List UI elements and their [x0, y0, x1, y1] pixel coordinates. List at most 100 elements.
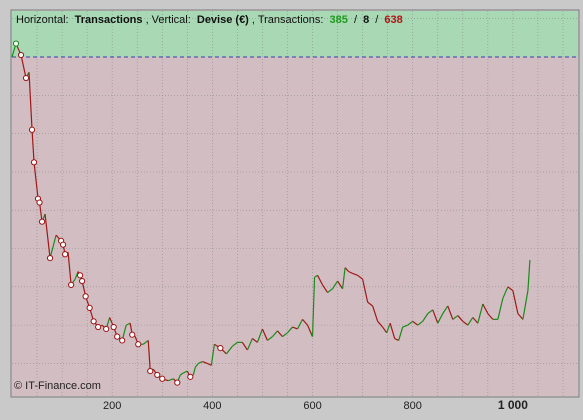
series-segment	[447, 305, 454, 320]
series-segment	[49, 234, 57, 259]
loss-trade-marker	[147, 367, 154, 375]
loss-trade-marker	[46, 254, 54, 262]
x-tick-label: 1 000	[498, 398, 528, 412]
series-segment	[232, 341, 238, 347]
series-segment	[317, 275, 324, 286]
count-loss: 638	[384, 14, 402, 26]
series-segment	[287, 326, 293, 334]
series-segment	[292, 326, 298, 330]
series-segment	[477, 303, 484, 324]
series-segment	[517, 313, 524, 320]
series-segment	[246, 338, 253, 351]
horizontal-value: Transactions	[75, 14, 143, 26]
series-segment	[241, 342, 248, 351]
loss-trade-marker	[17, 51, 25, 59]
series-segment	[362, 279, 369, 303]
series-segment	[427, 309, 434, 315]
series-segment	[522, 290, 529, 320]
series-segment	[389, 323, 396, 339]
count-sep-2: /	[375, 14, 379, 26]
loss-trade-marker	[79, 277, 86, 285]
series-segment	[322, 284, 329, 293]
series-segment	[267, 336, 273, 341]
series-segment	[311, 277, 316, 337]
x-axis-ticks: 200 400 600 800 1 000	[103, 398, 528, 412]
series-segment	[282, 332, 288, 338]
x-tick-label: 800	[404, 400, 422, 412]
series-segment	[125, 322, 131, 326]
series-segment	[147, 340, 151, 372]
loss-trade-marker	[28, 126, 36, 133]
series-segment	[407, 320, 414, 326]
series-segment	[432, 309, 439, 324]
series-segment	[261, 328, 269, 341]
series-segment	[412, 320, 419, 326]
series-segment	[472, 317, 479, 324]
loss-trade-marker	[119, 337, 126, 344]
series-segment	[398, 326, 404, 341]
win-trade-marker	[12, 40, 20, 47]
loss-trade-marker	[82, 293, 89, 300]
series-segment	[367, 301, 374, 307]
series-segment	[306, 324, 314, 337]
copyright: © IT-Finance.com	[14, 380, 101, 392]
series-segment	[67, 252, 72, 285]
loss-zone	[12, 56, 578, 396]
grid-lines	[12, 11, 578, 396]
x-tick-label: 400	[203, 400, 221, 412]
series-segment	[31, 129, 35, 163]
loss-trade-marker	[38, 218, 46, 225]
series-segment	[497, 298, 504, 320]
series-segment	[168, 378, 174, 382]
series-segment	[20, 54, 27, 79]
series-segment	[44, 213, 51, 259]
plot-frame	[10, 9, 580, 398]
series-segment	[344, 267, 350, 272]
series-segment	[33, 162, 39, 199]
series-segment	[452, 315, 459, 320]
series-segment	[256, 328, 264, 343]
series-segment	[462, 320, 469, 326]
loss-trade-marker	[135, 341, 142, 348]
series-segment	[482, 303, 489, 314]
series-segment	[28, 72, 33, 130]
series-segment	[296, 319, 304, 330]
loss-trade-marker	[217, 345, 224, 352]
loss-trade-marker	[159, 375, 166, 382]
series-segment	[142, 339, 149, 345]
horizontal-label: Horizontal:	[16, 14, 69, 26]
series-segment	[357, 274, 363, 280]
series-segment	[512, 290, 519, 314]
series-segment	[272, 330, 278, 338]
series-segment	[417, 320, 424, 326]
loss-trade-marker	[174, 379, 181, 386]
x-tick-label: 200	[103, 400, 121, 412]
series-segment	[252, 338, 258, 343]
loss-trade-marker	[61, 251, 69, 258]
series-segment	[386, 323, 391, 333]
vertical-value: Devise (€)	[197, 14, 249, 26]
chart-header: Horizontal: Transactions , Vertical: Dev…	[16, 14, 403, 26]
loss-trade-marker	[187, 373, 194, 380]
series-segment	[192, 367, 196, 376]
series-segment	[225, 345, 233, 355]
series-segment	[207, 362, 212, 366]
series-segment	[302, 318, 308, 326]
series-segment	[277, 330, 283, 338]
loss-trade-marker	[90, 318, 97, 325]
trade-markers	[12, 40, 224, 386]
series-segment	[487, 313, 494, 320]
loss-trade-marker	[86, 304, 93, 311]
loss-trade-marker	[30, 159, 38, 166]
series-segment	[337, 280, 344, 290]
series-segment	[422, 313, 429, 322]
series-segment	[527, 259, 531, 291]
series-segment	[394, 337, 399, 341]
series-segment	[377, 320, 384, 328]
series-segment	[382, 326, 388, 334]
loss-trade-marker	[22, 74, 30, 82]
series-segment	[348, 270, 353, 274]
x-tick-label: 600	[303, 400, 321, 412]
count-sep-1: /	[354, 14, 358, 26]
